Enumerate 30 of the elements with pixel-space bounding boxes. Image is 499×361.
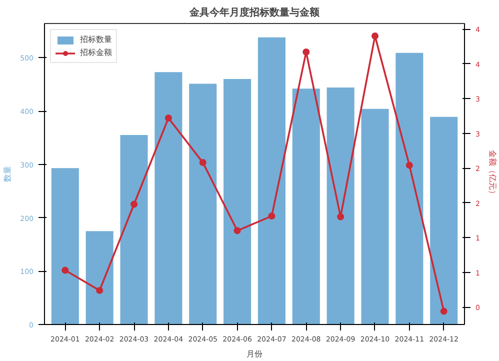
legend-label: 招标数量 [80,34,112,45]
x-axis-title: 月份 [246,350,262,358]
bar [258,37,286,324]
point [440,308,448,315]
legend-label: 招标金额 [80,47,112,58]
y-axis-title: 数量 [3,166,12,182]
point [406,162,413,169]
bar [326,88,354,324]
bar [120,135,148,324]
point [130,200,138,208]
bar [224,79,252,324]
y2-axis-title: 金额（亿元） [488,150,497,198]
bar [430,116,458,324]
point [199,159,206,166]
bar [154,72,182,324]
point [371,32,378,40]
bar [51,168,79,324]
point [337,213,344,220]
point [268,212,276,220]
point [164,114,172,122]
bar [361,108,389,324]
point [62,266,69,274]
bar [292,88,320,324]
bar [189,84,217,324]
point [96,286,104,294]
point [302,48,310,56]
bar [86,231,114,324]
bar [396,52,424,324]
point [234,227,241,234]
chart-title: 金具今年月度招标数量与金额 [188,6,320,18]
